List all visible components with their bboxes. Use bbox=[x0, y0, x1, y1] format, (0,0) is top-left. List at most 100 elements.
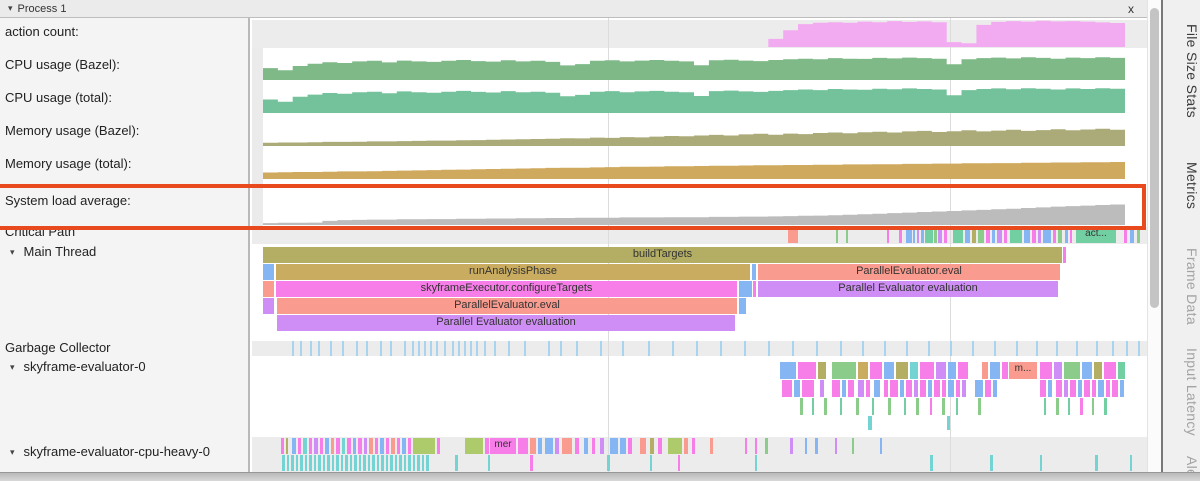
trace-slice[interactable] bbox=[846, 227, 848, 243]
trace-slice[interactable] bbox=[753, 281, 756, 297]
trace-slice[interactable] bbox=[494, 341, 496, 356]
trace-slice[interactable] bbox=[530, 438, 536, 454]
trace-slice[interactable] bbox=[1056, 380, 1062, 397]
trace-slice[interactable] bbox=[936, 362, 946, 379]
trace-slice[interactable] bbox=[426, 455, 429, 471]
trace-slice[interactable] bbox=[684, 438, 688, 454]
trace-slice[interactable] bbox=[958, 362, 968, 379]
trace-slice[interactable] bbox=[815, 438, 818, 454]
trace-slice[interactable] bbox=[832, 362, 856, 379]
trace-slice[interactable] bbox=[1096, 341, 1098, 356]
trace-slice[interactable] bbox=[404, 455, 406, 471]
trace-slice[interactable] bbox=[755, 455, 757, 471]
trace-slice[interactable] bbox=[1040, 380, 1046, 397]
trace-slice[interactable] bbox=[1112, 341, 1114, 356]
trace-slice[interactable] bbox=[884, 380, 888, 397]
trace-slice[interactable] bbox=[310, 341, 312, 356]
trace-slice[interactable] bbox=[436, 341, 438, 356]
vertical-scrollbar-thumb[interactable] bbox=[1150, 8, 1159, 308]
collapse-arrow-icon[interactable]: ▾ bbox=[10, 447, 15, 457]
trace-slice[interactable] bbox=[890, 380, 898, 397]
trace-slice[interactable] bbox=[972, 227, 976, 243]
trace-slice[interactable] bbox=[1078, 380, 1082, 397]
trace-slice[interactable] bbox=[390, 341, 392, 356]
trace-slice[interactable] bbox=[962, 380, 966, 397]
trace-slice[interactable] bbox=[291, 455, 294, 471]
trace-slice[interactable] bbox=[476, 341, 478, 356]
trace-slice[interactable] bbox=[1064, 362, 1080, 379]
trace-slice[interactable] bbox=[1092, 398, 1094, 415]
trace-slice[interactable] bbox=[780, 362, 796, 379]
trace-slice[interactable] bbox=[1095, 455, 1098, 471]
trace-slice[interactable] bbox=[282, 455, 285, 471]
trace-slice[interactable] bbox=[650, 438, 654, 454]
trace-slice[interactable] bbox=[842, 380, 846, 397]
collapse-arrow-icon[interactable]: ▾ bbox=[8, 3, 13, 13]
trace-slice[interactable] bbox=[576, 341, 578, 356]
trace-slice[interactable] bbox=[913, 227, 915, 243]
trace-slice[interactable] bbox=[986, 227, 990, 243]
trace-slice[interactable] bbox=[1137, 227, 1140, 243]
trace-slice[interactable] bbox=[372, 455, 375, 471]
trace-slice[interactable] bbox=[1010, 227, 1022, 243]
tab-file-size-stats[interactable]: File Size Stats bbox=[1184, 24, 1200, 118]
trace-slice[interactable] bbox=[904, 398, 906, 415]
trace-slice[interactable] bbox=[942, 380, 946, 397]
trace-slice[interactable] bbox=[997, 227, 1002, 243]
trace-slice[interactable] bbox=[745, 438, 747, 454]
trace-slice[interactable] bbox=[710, 438, 713, 454]
trace-slice[interactable] bbox=[872, 398, 874, 415]
trace-slice[interactable] bbox=[402, 438, 406, 454]
trace-slice[interactable] bbox=[990, 455, 993, 471]
trace-slice[interactable] bbox=[788, 227, 798, 243]
trace-slice[interactable] bbox=[375, 438, 378, 454]
trace-slice[interactable] bbox=[418, 341, 420, 356]
trace-slice[interactable] bbox=[377, 455, 379, 471]
track-main-thread-row1[interactable]: buildTargets bbox=[252, 247, 1147, 263]
trace-slice[interactable] bbox=[1056, 398, 1059, 415]
trace-slice[interactable] bbox=[263, 264, 274, 280]
trace-slice[interactable] bbox=[1044, 398, 1046, 415]
tab-input-latency[interactable]: Input Latency bbox=[1184, 348, 1200, 436]
trace-slice[interactable] bbox=[906, 341, 908, 356]
trace-slice[interactable] bbox=[485, 438, 489, 454]
track-main-thread-row2[interactable]: runAnalysisPhase ParallelEvaluator.eval bbox=[252, 264, 1147, 280]
trace-slice[interactable] bbox=[866, 380, 870, 397]
trace-slice[interactable] bbox=[1038, 227, 1041, 243]
chart-sys-load[interactable] bbox=[263, 198, 1125, 225]
trace-slice[interactable] bbox=[530, 455, 533, 471]
trace-slice[interactable] bbox=[263, 298, 274, 314]
trace-slice[interactable] bbox=[884, 362, 894, 379]
trace-slice[interactable] bbox=[832, 380, 840, 397]
collapse-arrow-icon[interactable]: ▾ bbox=[10, 362, 15, 372]
trace-slice[interactable] bbox=[1082, 362, 1092, 379]
trace-slice[interactable] bbox=[1068, 398, 1070, 415]
trace-slice[interactable] bbox=[318, 341, 320, 356]
trace-slice[interactable] bbox=[800, 398, 803, 415]
trace-slice[interactable] bbox=[720, 341, 722, 356]
trace-slice[interactable] bbox=[1104, 398, 1107, 415]
trace-slice[interactable] bbox=[437, 438, 440, 454]
trace-slice[interactable] bbox=[1065, 227, 1068, 243]
trace-slice[interactable] bbox=[650, 455, 652, 471]
trace-slice[interactable] bbox=[953, 227, 963, 243]
track-evaluator0-row3[interactable] bbox=[252, 398, 1147, 415]
timeline-area[interactable]: act... buildTargets runAnalysisPhase Para… bbox=[252, 18, 1147, 472]
trace-slice[interactable] bbox=[354, 455, 357, 471]
trace-slice[interactable] bbox=[880, 438, 882, 454]
trace-slice[interactable] bbox=[592, 438, 595, 454]
trace-slice[interactable] bbox=[868, 416, 872, 430]
trace-slice[interactable] bbox=[390, 455, 393, 471]
chart-cpu-total[interactable] bbox=[263, 86, 1125, 113]
trace-slice[interactable] bbox=[1120, 380, 1124, 397]
trace-slice[interactable] bbox=[452, 341, 454, 356]
trace-slice[interactable] bbox=[330, 341, 332, 356]
trace-slice[interactable] bbox=[917, 227, 919, 243]
trace-slice[interactable] bbox=[575, 438, 579, 454]
trace-slice[interactable] bbox=[484, 341, 486, 356]
chart-cpu-bazel[interactable] bbox=[263, 53, 1125, 80]
trace-slice[interactable] bbox=[545, 438, 553, 454]
trace-slice[interactable] bbox=[1004, 227, 1007, 243]
trace-slice[interactable] bbox=[672, 341, 674, 356]
trace-slice[interactable] bbox=[840, 398, 842, 415]
